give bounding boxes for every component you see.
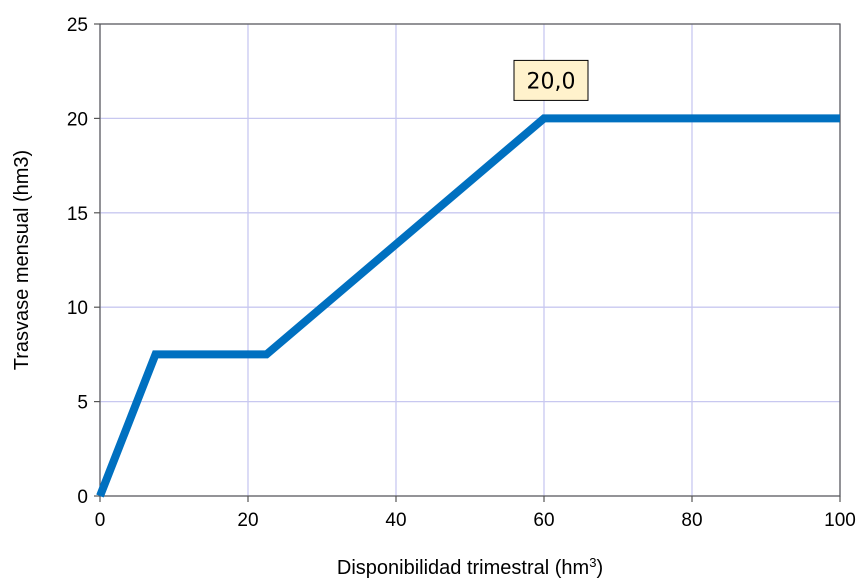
series-line [96, 114, 840, 498]
x-axis-label-close: ) [596, 557, 603, 579]
x-tick-label: 40 [385, 510, 406, 531]
annotation-layer: 20,0 [513, 59, 589, 101]
tick-labels: 0 20 40 60 80 100 0 5 10 15 20 25 [67, 15, 856, 531]
y-tick-label: 15 [67, 204, 88, 225]
y-tick-label: 25 [67, 15, 88, 36]
y-tick-label: 5 [77, 393, 88, 414]
y-tick-label: 20 [67, 109, 88, 130]
x-tick-label: 20 [237, 510, 258, 531]
y-tick-label: 0 [77, 487, 88, 508]
y-axis-label: Trasvase mensual (hm3) [11, 150, 33, 370]
y-tick-label: 10 [67, 298, 88, 319]
plot-area [99, 23, 841, 497]
grid-lines [99, 23, 841, 497]
x-tick-label: 0 [95, 510, 106, 531]
data-label-box [513, 59, 589, 101]
x-tick-label: 80 [681, 510, 702, 531]
x-tick-label: 60 [533, 510, 554, 531]
x-axis-label-superscript: 3 [589, 555, 596, 570]
series-layer [96, 114, 840, 498]
x-tick-label: 100 [824, 510, 856, 531]
x-axis-label-text: Disponibilidad trimestral (hm [337, 557, 589, 579]
x-axis-label: Disponibilidad trimestral (hm3) [337, 555, 603, 579]
data-label: 20,0 [527, 69, 576, 94]
